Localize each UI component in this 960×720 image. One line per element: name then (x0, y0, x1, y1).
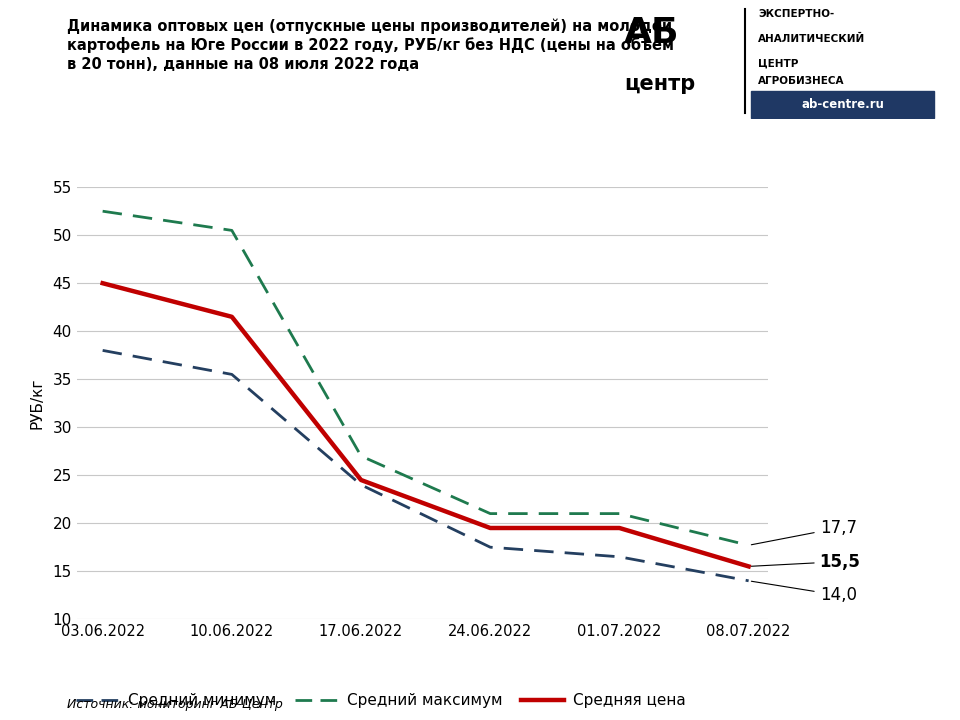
Text: ЭКСПЕРТНО-: ЭКСПЕРТНО- (758, 9, 834, 19)
Text: картофель на Юге России в 2022 году, РУБ/кг без НДС (цены на объем: картофель на Юге России в 2022 году, РУБ… (67, 37, 674, 53)
Text: АГРОБИЗНЕСА: АГРОБИЗНЕСА (758, 76, 845, 86)
Text: АБ: АБ (624, 16, 680, 50)
Text: 14,0: 14,0 (752, 581, 856, 604)
Text: АНАЛИТИЧЕСКИЙ: АНАЛИТИЧЕСКИЙ (758, 34, 865, 44)
Text: 17,7: 17,7 (752, 519, 856, 545)
Text: 15,5: 15,5 (752, 553, 860, 570)
Legend: Средний минимум, Средний максимум, Средняя цена: Средний минимум, Средний максимум, Средн… (70, 688, 691, 714)
Text: Динамика оптовых цен (отпускные цены производителей) на молодой: Динамика оптовых цен (отпускные цены про… (67, 18, 672, 34)
Text: в 20 тонн), данные на 08 июля 2022 года: в 20 тонн), данные на 08 июля 2022 года (67, 57, 420, 72)
Text: ab-centre.ru: ab-centre.ru (802, 98, 884, 111)
Text: Источник: мониторинг АБ-Центр: Источник: мониторинг АБ-Центр (67, 698, 283, 711)
FancyBboxPatch shape (752, 91, 934, 117)
Text: ЦЕНТР: ЦЕНТР (758, 58, 799, 68)
Text: центр: центр (624, 74, 695, 94)
Y-axis label: РУБ/кг: РУБ/кг (29, 377, 44, 429)
